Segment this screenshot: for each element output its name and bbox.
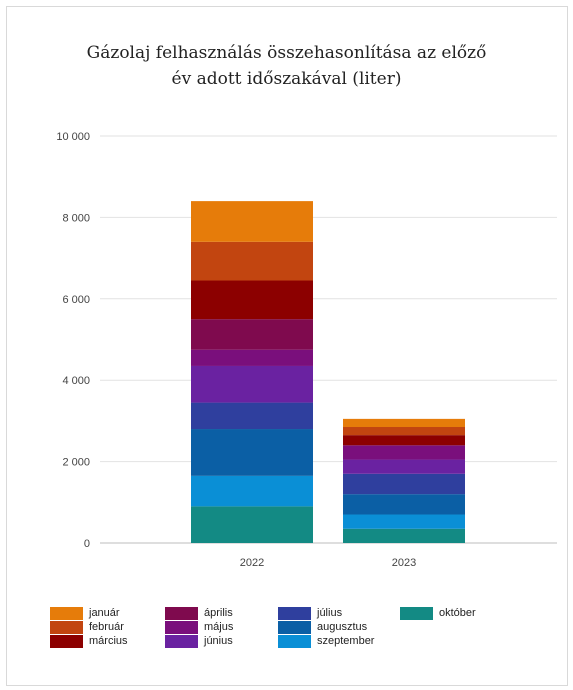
y-tick-label: 8 000: [62, 212, 90, 224]
bar-segment[interactable]: [191, 201, 313, 242]
x-tick-label: 2022: [240, 557, 264, 569]
legend-swatch: [278, 606, 311, 620]
chart-title: Gázolaj felhasználás összehasonlítása az…: [0, 40, 573, 92]
legend-label: július: [317, 607, 343, 619]
legend-swatch: [50, 620, 83, 634]
legend-label: április: [204, 607, 233, 619]
bars: [191, 201, 465, 543]
legend-item[interactable]: október: [400, 606, 540, 620]
legend-item[interactable]: szeptember: [278, 634, 400, 648]
bar-segment[interactable]: [343, 494, 465, 515]
bar-segment[interactable]: [191, 429, 313, 476]
legend-item[interactable]: január: [50, 606, 165, 620]
x-tick-label: 2023: [392, 557, 416, 569]
bar-segment[interactable]: [343, 427, 465, 436]
bar-segment[interactable]: [343, 445, 465, 460]
legend-label: augusztus: [317, 621, 368, 633]
bar-segment[interactable]: [191, 241, 313, 281]
legend-item[interactable]: április: [165, 606, 278, 620]
bar-segment[interactable]: [191, 365, 313, 403]
y-tick-label: 4 000: [62, 375, 90, 387]
legend-swatch: [165, 634, 198, 648]
legend-swatch: [50, 634, 83, 648]
legend-swatch: [165, 620, 198, 634]
legend-label: szeptember: [317, 635, 375, 647]
bar-segment[interactable]: [191, 402, 313, 430]
y-axis-tick-labels: 0 2 000 4 000 6 000 8 000 10 000: [56, 131, 90, 550]
legend: január február március április május június jú…: [50, 606, 540, 648]
bar-segment[interactable]: [343, 418, 465, 428]
y-tick-label: 0: [84, 538, 90, 550]
chart-title-line-2: év adott időszakával (liter): [171, 69, 402, 89]
bar-segment[interactable]: [343, 528, 465, 543]
legend-label: október: [439, 607, 476, 619]
stacked-bar-chart: 0 2 000 4 000 6 000 8 000 10 000 2022 2023: [56, 131, 557, 569]
legend-label: január: [89, 607, 120, 619]
legend-swatch: [278, 620, 311, 634]
bar-segment[interactable]: [343, 514, 465, 529]
legend-item[interactable]: június: [165, 634, 278, 648]
bar-segment[interactable]: [343, 473, 465, 495]
gridlines: [100, 135, 557, 544]
bar-segment[interactable]: [191, 506, 313, 543]
legend-label: március: [89, 635, 128, 647]
legend-item[interactable]: május: [165, 620, 278, 634]
chart-title-line-1: Gázolaj felhasználás összehasonlítása az…: [86, 43, 487, 63]
legend-label: május: [204, 621, 234, 633]
bar-segment[interactable]: [343, 459, 465, 474]
legend-swatch: [50, 606, 83, 620]
legend-swatch: [278, 634, 311, 648]
y-tick-label: 2 000: [62, 457, 90, 469]
bar-segment[interactable]: [191, 280, 313, 320]
legend-item[interactable]: július: [278, 606, 400, 620]
bar-segment[interactable]: [191, 475, 313, 507]
bar-segment[interactable]: [191, 349, 313, 366]
legend-item[interactable]: február: [50, 620, 165, 634]
legend-label: február: [89, 621, 124, 633]
legend-item[interactable]: március: [50, 634, 165, 648]
bar-segment[interactable]: [343, 435, 465, 446]
legend-label: június: [204, 635, 233, 647]
legend-item[interactable]: augusztus: [278, 620, 400, 634]
bar-segment[interactable]: [191, 319, 313, 350]
legend-swatch: [400, 606, 433, 620]
x-axis-tick-labels: 2022 2023: [240, 557, 416, 569]
y-tick-label: 10 000: [56, 131, 90, 143]
y-tick-label: 6 000: [62, 294, 90, 306]
legend-swatch: [165, 606, 198, 620]
